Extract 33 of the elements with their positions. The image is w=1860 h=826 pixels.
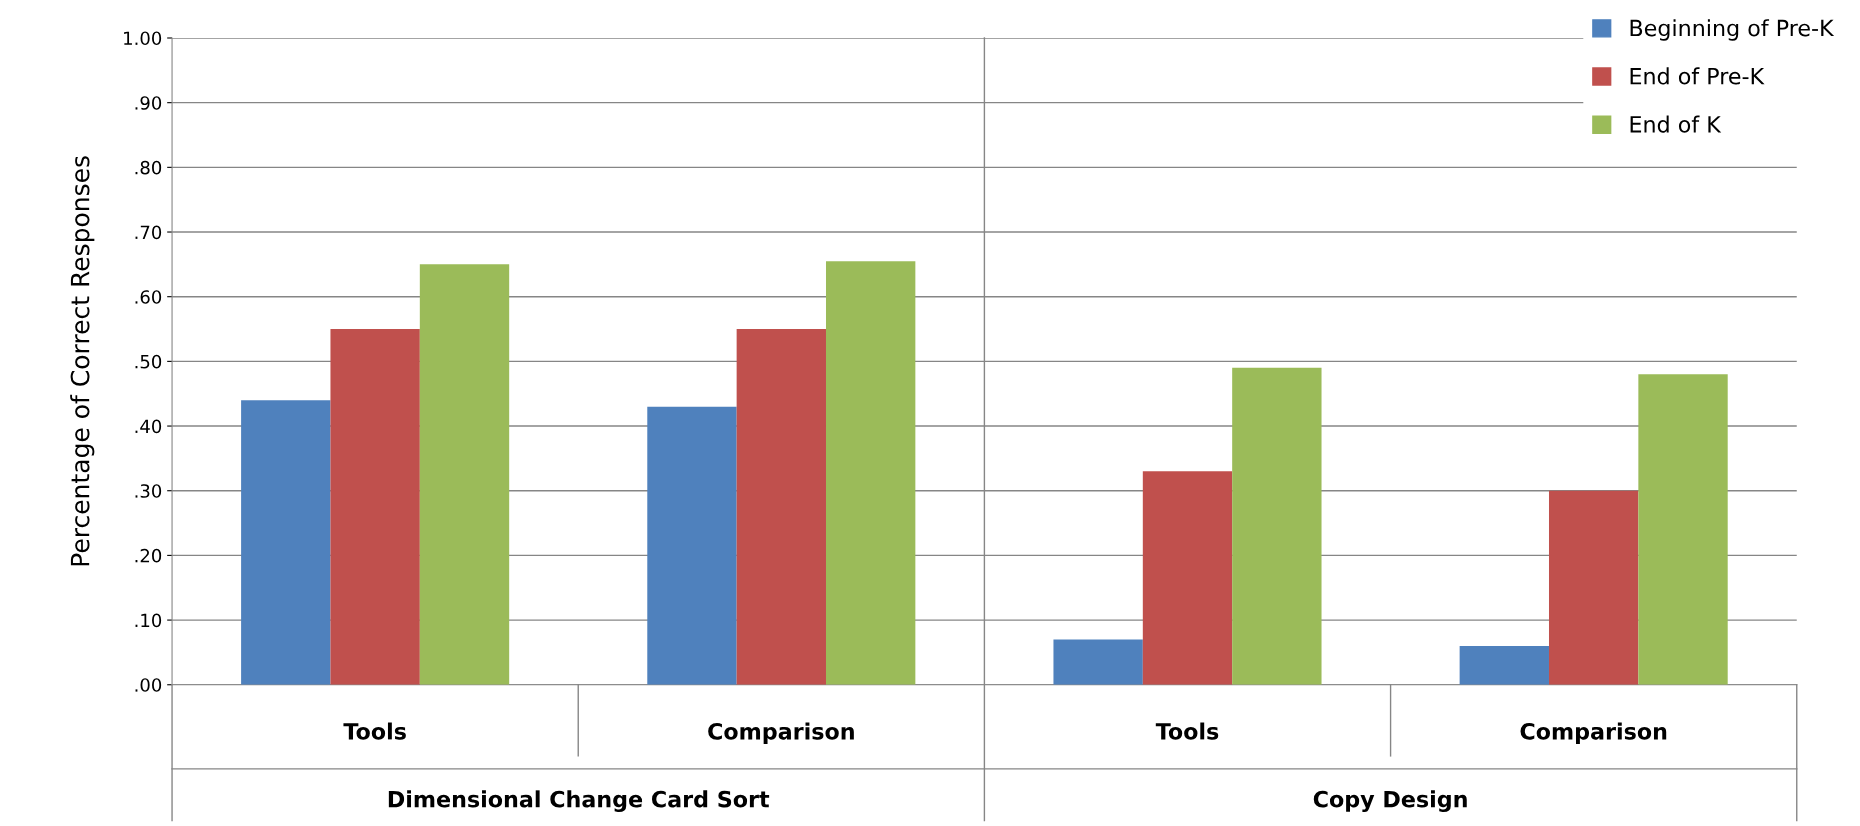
bar	[1548, 490, 1639, 685]
bar	[330, 329, 420, 685]
x-tick-label: Comparison	[1520, 722, 1667, 745]
x-tick-label: Tools	[343, 722, 406, 740]
legend-label: End of Pre-K	[1630, 67, 1765, 85]
x-tick-label: Comparison	[708, 722, 854, 745]
y-tick-label: .00	[135, 678, 162, 692]
y-tick-label: .50	[135, 354, 162, 369]
bar	[241, 400, 331, 685]
bar	[419, 264, 510, 685]
legend-label: End of K	[1630, 115, 1722, 133]
y-tick-label: .40	[135, 419, 162, 434]
y-tick-label: .10	[135, 613, 162, 628]
bar	[1053, 639, 1143, 685]
bar	[826, 261, 916, 685]
y-tick-label: .70	[135, 225, 162, 240]
bar	[1142, 471, 1233, 685]
legend-label: Beginning of Pre-K	[1630, 19, 1835, 41]
y-tick-label: .60	[135, 290, 162, 304]
y-axis-title: Percentage of Correct Responses	[70, 156, 95, 566]
text: Dimensional Change Card Sort	[388, 790, 770, 813]
text: Copy Design	[1313, 790, 1467, 813]
bar	[1638, 374, 1728, 685]
y-tick-label: 1.00	[124, 31, 162, 46]
y-tick-label: .80	[135, 160, 162, 175]
bar	[736, 329, 826, 685]
bar	[1459, 645, 1549, 685]
x-tick-label: Tools	[1155, 722, 1219, 740]
bar	[647, 406, 737, 685]
y-tick-label: .20	[135, 548, 162, 563]
y-tick-label: .90	[135, 96, 162, 110]
y-tick-label: .30	[135, 484, 162, 498]
bar	[1232, 367, 1322, 685]
